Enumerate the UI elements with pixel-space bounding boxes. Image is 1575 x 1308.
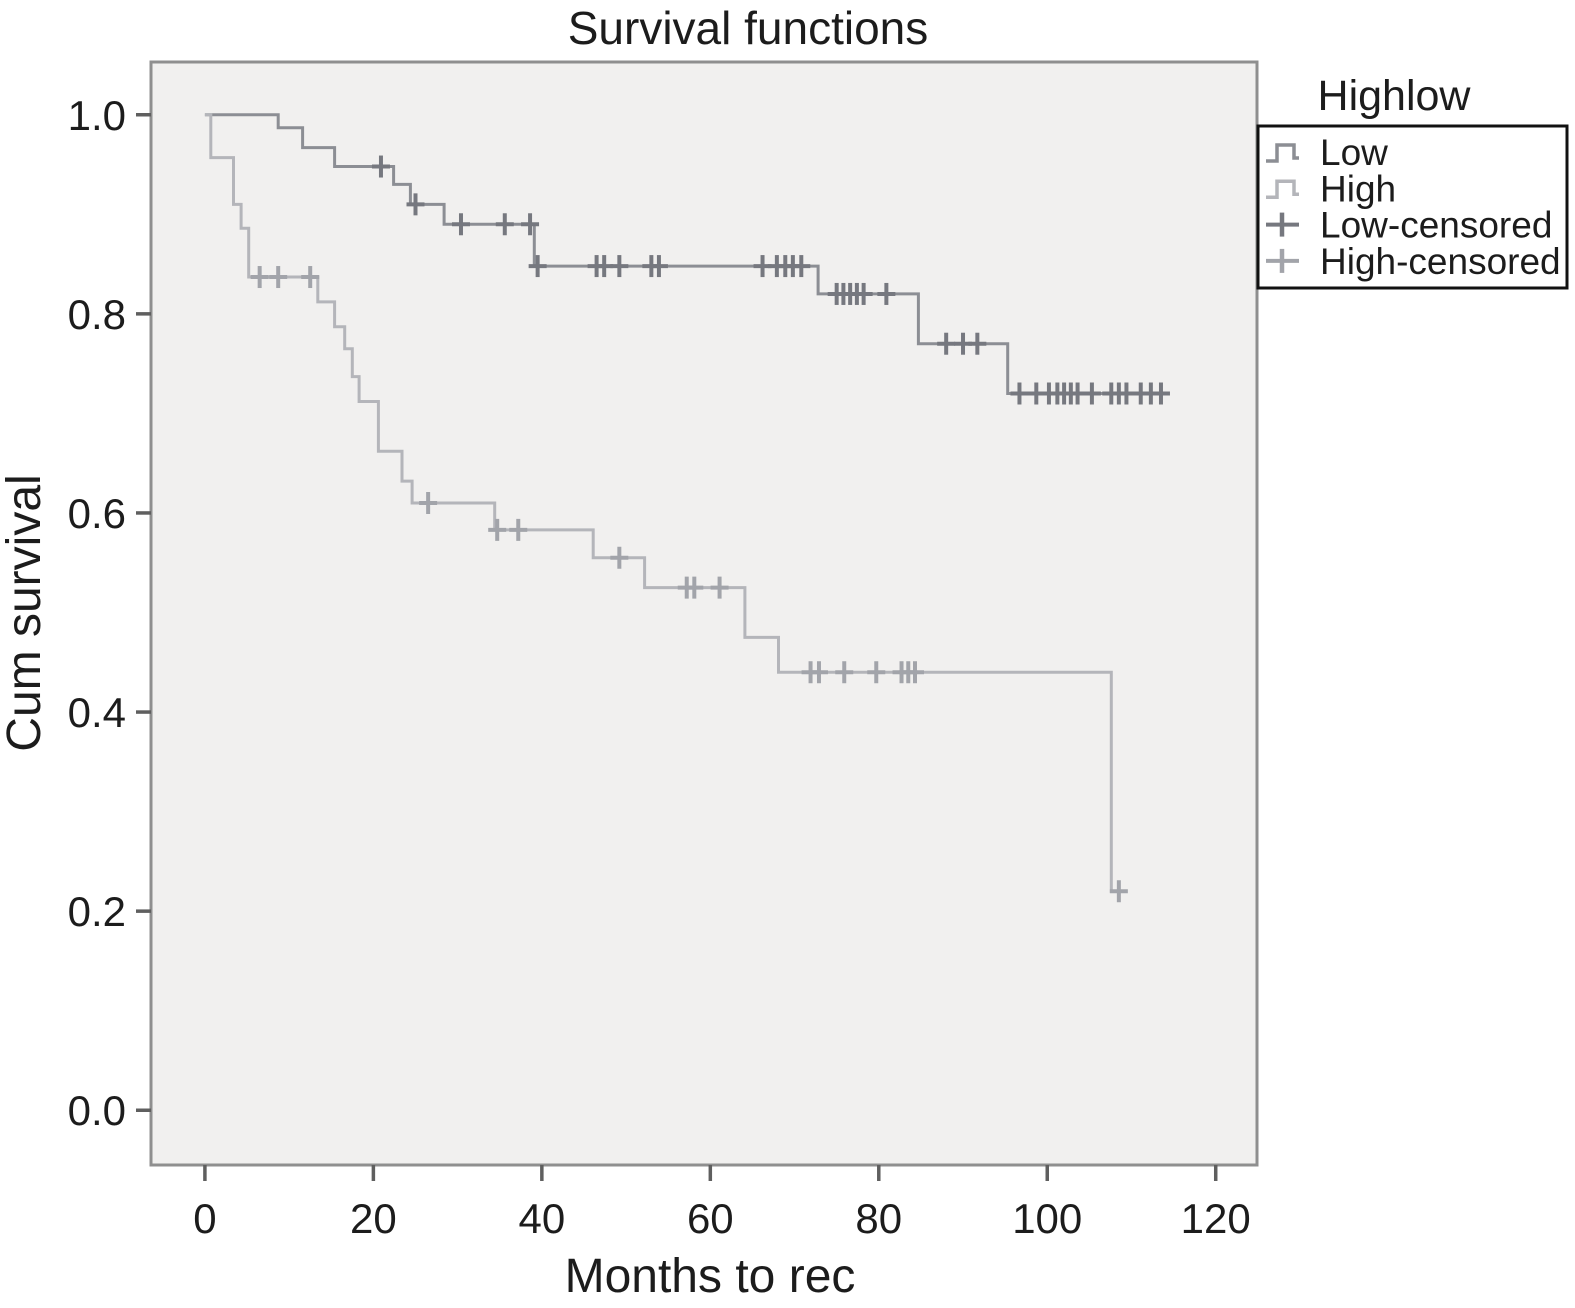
- x-tick-label: 20: [350, 1195, 397, 1242]
- y-axis-title: Cum survival: [0, 474, 51, 751]
- legend-item-low-censored: Low-censored: [1266, 205, 1552, 246]
- y-tick-label: 0.6: [68, 490, 126, 537]
- y-tick-label: 1.0: [68, 92, 126, 139]
- legend-label-low-censored: Low-censored: [1320, 205, 1552, 246]
- legend-label-low: Low: [1320, 132, 1388, 173]
- legend-item-low: Low: [1266, 132, 1388, 173]
- x-axis-title: Months to rec: [565, 1250, 856, 1303]
- legend-step-line-icon: [1266, 179, 1299, 200]
- x-tick-label: 80: [855, 1195, 902, 1242]
- chart-title: Survival functions: [568, 2, 929, 54]
- y-axis: 0.0 0.2 0.4 0.6 0.8 1.0: [68, 92, 151, 1134]
- legend-title: Highlow: [1318, 72, 1472, 120]
- y-tick-label: 0.0: [68, 1087, 126, 1134]
- legend-box: [1256, 124, 1569, 290]
- x-tick-label: 40: [518, 1195, 565, 1242]
- x-axis: 0 20 40 60 80 100 120: [193, 1165, 1251, 1242]
- legend-step-line-icon: [1266, 143, 1299, 163]
- x-tick-label: 100: [1012, 1195, 1082, 1242]
- y-tick-label: 0.4: [68, 689, 126, 736]
- legend-item-high-censored: High-censored: [1266, 241, 1561, 282]
- legend-label-high-censored: High-censored: [1320, 241, 1561, 282]
- x-tick-label: 120: [1181, 1195, 1251, 1242]
- y-tick-label: 0.8: [68, 291, 126, 338]
- x-tick-label: 0: [193, 1195, 216, 1242]
- y-tick-label: 0.2: [68, 888, 126, 935]
- legend-label-high: High: [1320, 168, 1396, 209]
- series-path-low: [204, 113, 1170, 395]
- series-layer: [204, 113, 1170, 903]
- x-tick-label: 60: [687, 1195, 734, 1242]
- plot-area: [149, 60, 1259, 1167]
- legend-item-high: High: [1266, 168, 1396, 209]
